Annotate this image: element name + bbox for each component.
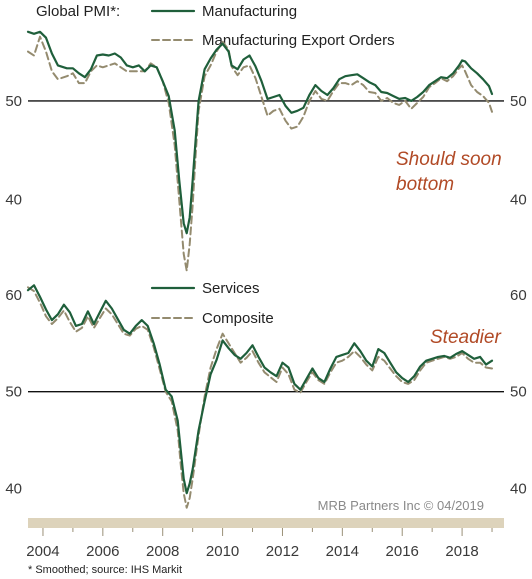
x-axis-ticks: 2004 2006 2008 2010 2012 2014 2016 2018 <box>26 528 493 560</box>
x-tick-2004: 2004 <box>26 543 59 560</box>
legend-label-composite: Composite <box>202 310 274 327</box>
bottom-panel-y-tick-left-50: 50 <box>5 384 22 401</box>
series-line-manufacturing-export-orders <box>27 35 493 272</box>
top-annotation-line-2: bottom <box>396 174 454 195</box>
bottom-panel-y-tick-right-60: 60 <box>510 287 527 304</box>
legend-label-services: Services <box>202 280 260 297</box>
x-tick-2012: 2012 <box>266 543 299 560</box>
bottom-annotation: Steadier <box>430 327 501 348</box>
bottom-panel-y-tick-right-50: 50 <box>510 384 527 401</box>
series-line-manufacturing <box>26 30 494 235</box>
bottom-panel: 40 50 60 40 50 60 Steadier <box>5 284 527 509</box>
footnote: * Smoothed; source: IHS Markit <box>28 564 182 576</box>
top-panel-y-tick-left-40: 40 <box>5 192 22 209</box>
x-tick-2008: 2008 <box>146 543 179 560</box>
bottom-panel-y-tick-right-40: 40 <box>510 480 527 497</box>
bottom-panel-y-tick-left-60: 60 <box>5 287 22 304</box>
x-tick-2010: 2010 <box>206 543 239 560</box>
header-label: Global PMI*: <box>36 3 120 20</box>
bottom-panel-y-tick-left-40: 40 <box>5 480 22 497</box>
x-tick-2014: 2014 <box>326 543 359 560</box>
x-tick-2018: 2018 <box>445 543 478 560</box>
legend-label-manufacturing: Manufacturing <box>202 3 297 20</box>
top-panel-y-tick-left-50: 50 <box>5 93 22 110</box>
top-panel-y-tick-right-40: 40 <box>510 192 527 209</box>
x-tick-2006: 2006 <box>86 543 119 560</box>
series-line-services <box>26 284 494 495</box>
x-axis-band <box>28 518 504 528</box>
x-tick-2016: 2016 <box>386 543 419 560</box>
legend-label-manufacturing-export-orders: Manufacturing Export Orders <box>202 32 395 49</box>
top-panel-y-tick-right-50: 50 <box>510 93 527 110</box>
credit-text: MRB Partners Inc © 04/2019 <box>318 498 484 513</box>
top-panel: 40 50 40 50 Should soon bottom <box>5 30 527 272</box>
top-annotation-line-1: Should soon <box>396 149 502 170</box>
series-line-composite <box>27 286 493 509</box>
